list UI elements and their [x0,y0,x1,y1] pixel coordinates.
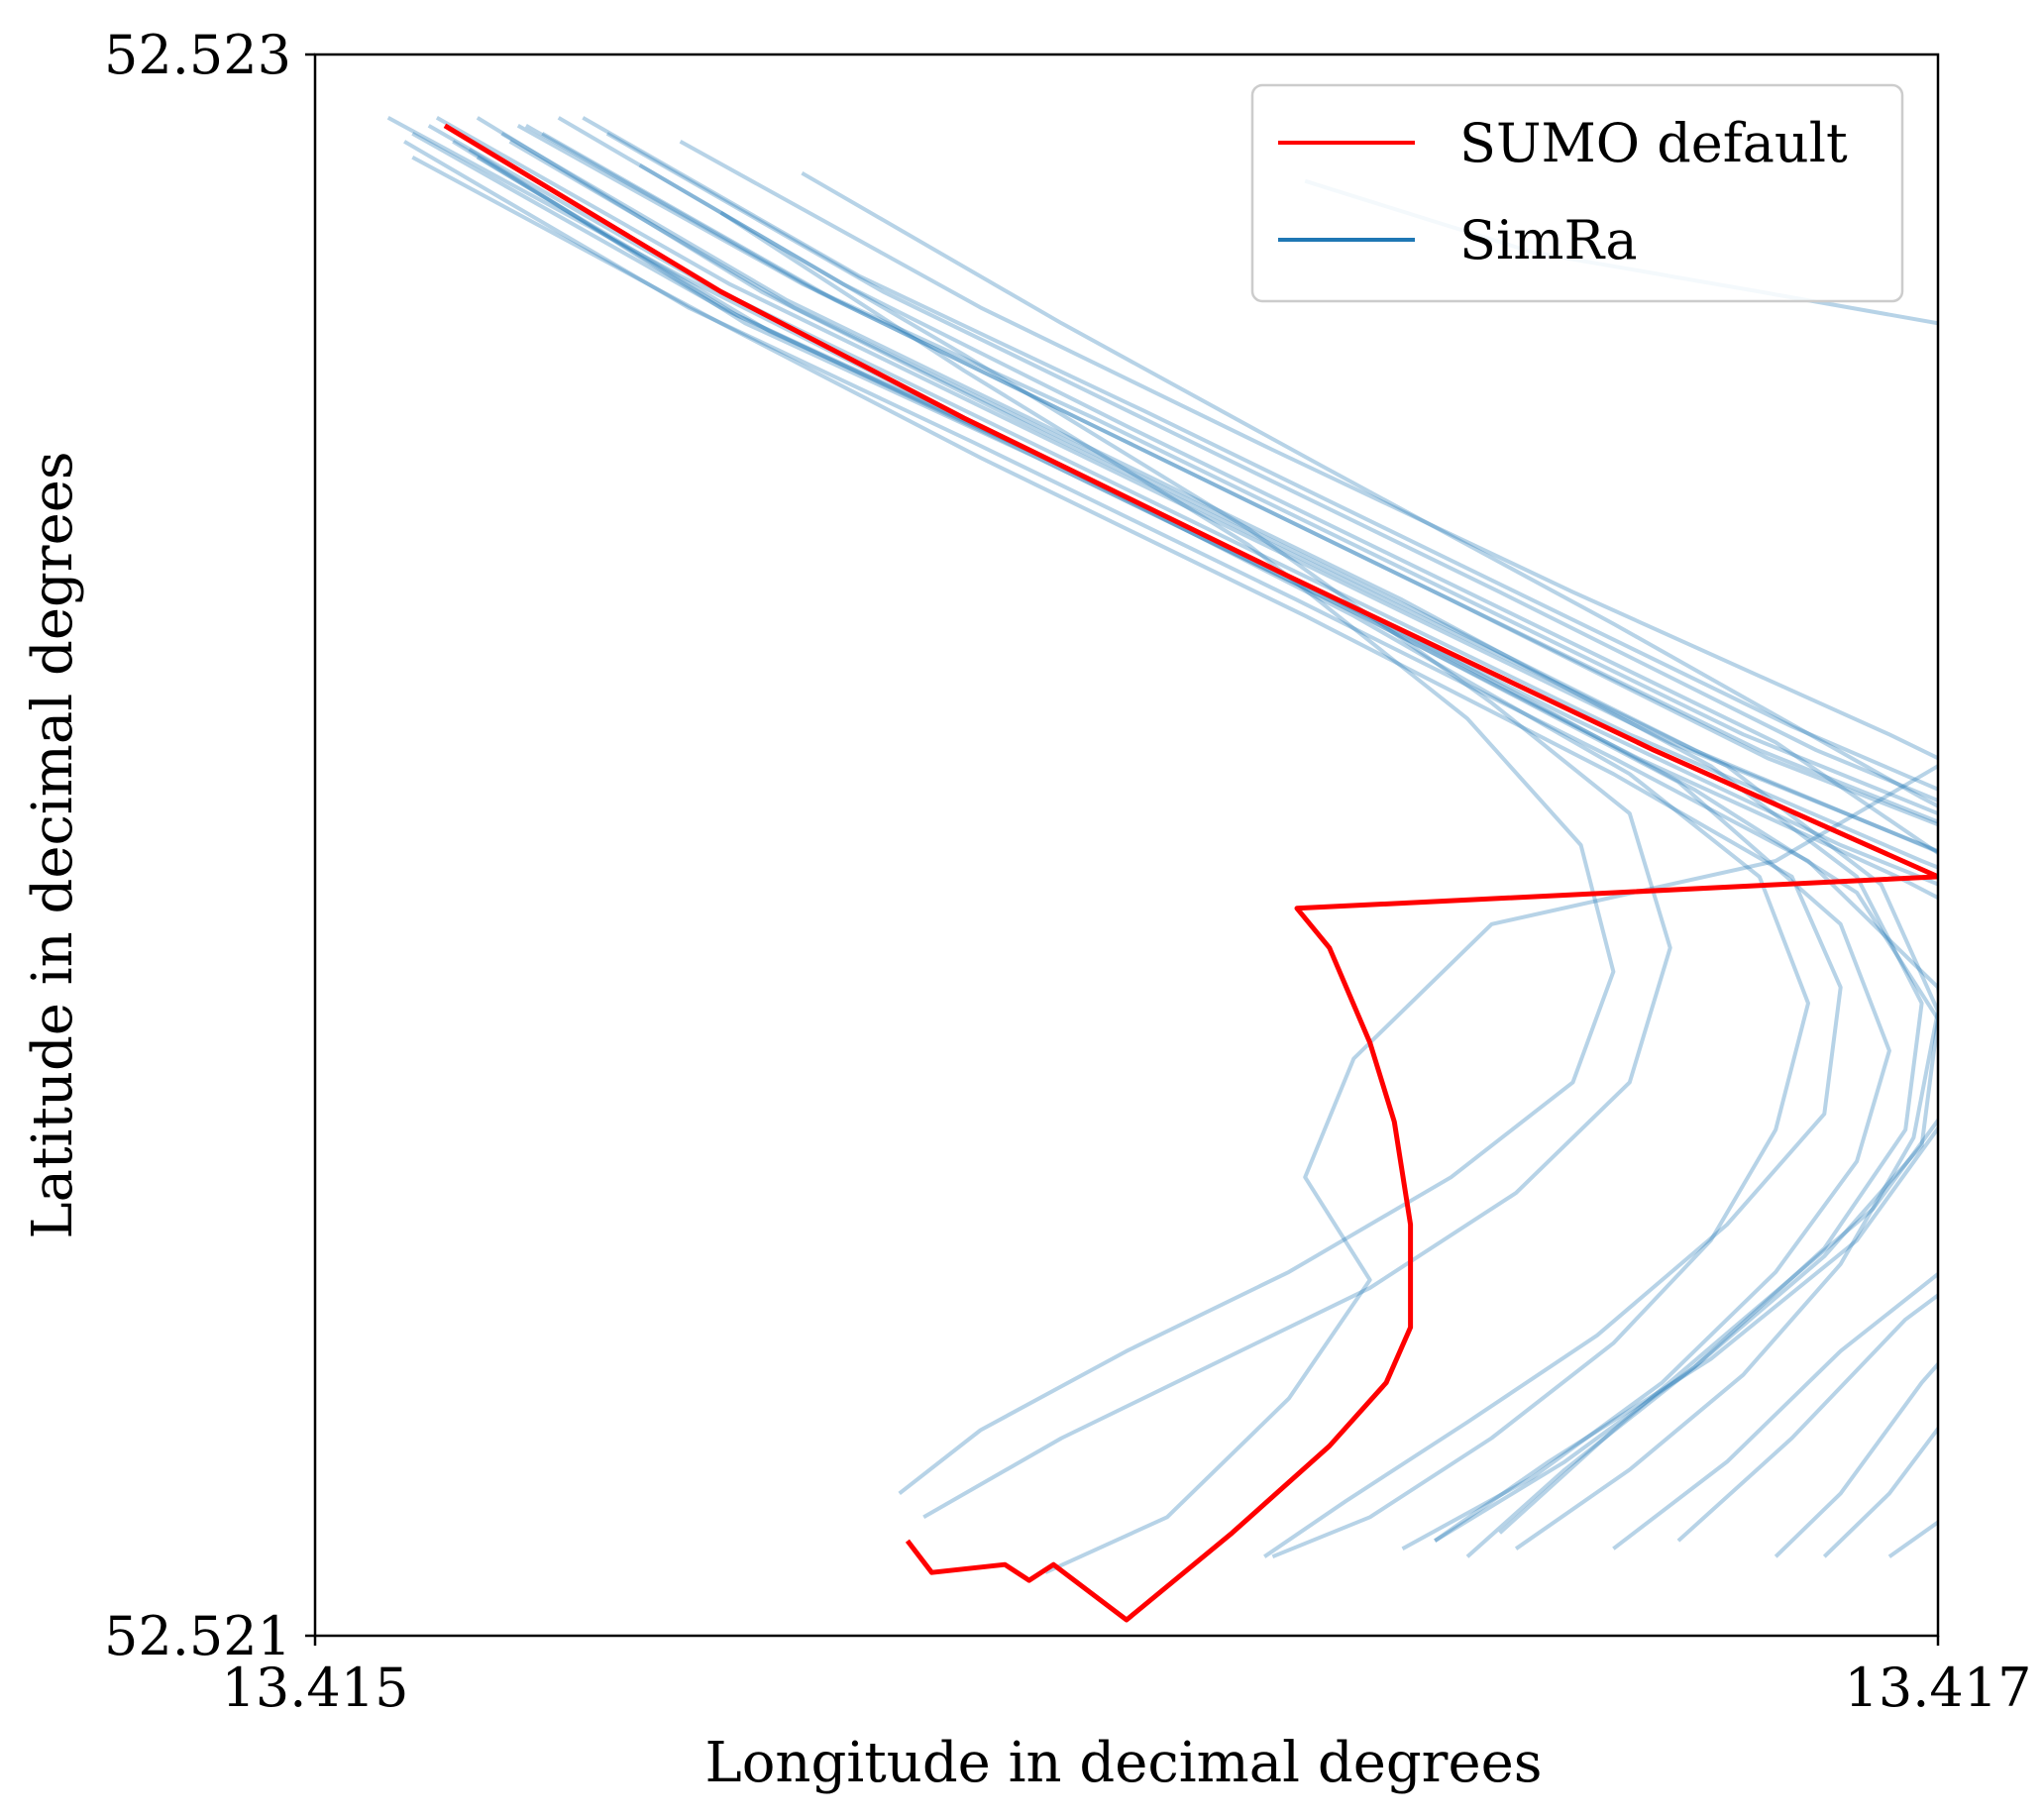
simra-trajectory-6 [500,132,1924,1558]
simra-trajectory-19 [1044,178,1938,1575]
simra-trajectory-14 [638,162,1672,1520]
legend-label-sumo-default: SUMO default [1459,112,1848,174]
simra-trajectory-11 [403,140,1938,1535]
simra-trajectory-5 [557,116,1938,1543]
axes-frame [313,53,1940,1638]
x-tick-label-right: 13.417 [1845,1657,2032,1719]
simra-trajectory-15 [541,132,1938,827]
x-tick-label-left: 13.415 [222,1657,409,1719]
simra-trajectory-18 [679,140,1938,761]
x-axis-label: Longitude in decimal degrees [705,1731,1543,1795]
y-tick-label-bottom: 52.521 [104,1605,291,1667]
legend-box [1250,83,1904,303]
simra-trajectory-1 [476,116,1938,1558]
simra-trajectory-7 [427,124,1938,1558]
simra-trajectory-3 [516,124,1938,816]
simra-trajectory-20 [411,155,1843,1558]
legend: SUMO default SimRa [1250,83,1904,303]
simra-trajectory-9 [468,148,1891,1551]
simra-trajectory-22 [719,210,1616,1495]
sumo-default-line [443,123,1938,1623]
sumo-default-trajectory [443,123,1938,1623]
y-axis-label: Latitude in decimal degrees [21,451,85,1238]
simra-trajectory-12 [582,116,1938,1550]
legend-label-simra: SimRa [1459,209,1638,271]
simra-trajectory-21 [801,170,1938,808]
simra-trajectory-17 [508,140,1938,1551]
y-tick-label-top: 52.523 [104,24,291,86]
simra-trajectory-2 [411,132,1938,1551]
simra-trajectory-10 [524,124,1938,1542]
simra-trajectory-8 [605,132,1938,803]
